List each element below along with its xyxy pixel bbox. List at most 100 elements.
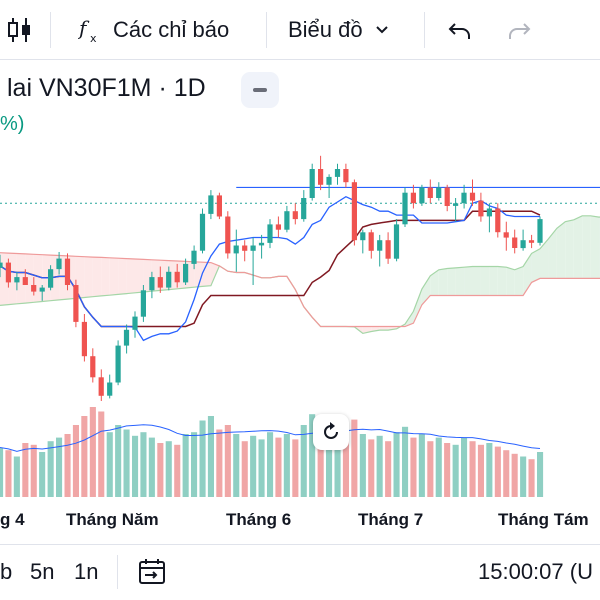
ichimoku-cloud [464,266,473,296]
ichimoku-cloud [540,238,549,279]
volume-bar [174,444,181,497]
range-5d-button[interactable]: 5n [30,559,55,584]
candle-body [14,277,20,283]
candle-body [31,285,37,292]
ichimoku-cloud [506,267,515,296]
time-axis[interactable]: g 4 Tháng Năm Tháng 6 Tháng 7 Tháng Tám [0,498,600,544]
candle-body [48,269,54,288]
bottom-toolbar: b 5n 1n 15:00:07 (U [0,544,600,600]
volume-bar [477,444,484,497]
chart-type-dropdown[interactable]: Biểu đồ [288,0,408,60]
ichimoku-cloud [497,266,507,296]
volume-bar [148,437,155,497]
candle-body [149,277,155,291]
candle-body [410,192,416,204]
volume-bar [250,435,257,497]
candle-body [166,271,172,288]
candle-body [0,262,3,268]
ichimoku-cloud [194,261,203,288]
candle-body [216,195,222,217]
candle-body [385,240,391,259]
volume-bar [115,425,122,497]
volume-bar [81,416,88,497]
volume-bar [520,456,527,497]
volume-bar [342,437,349,497]
volume-bar [486,443,493,497]
volume-bar [39,452,46,497]
ichimoku-cloud [33,254,43,303]
volume-bar [258,439,265,497]
undo-button[interactable] [446,0,478,60]
candle-body [64,258,71,285]
ichimoku-cloud [92,257,102,297]
redo-icon [509,23,531,39]
range-fragment-button[interactable]: b [0,559,13,584]
range-1y-button[interactable]: 1n [74,559,99,584]
candle-body [199,213,206,251]
chevron-down-icon [375,26,388,34]
candle-body [368,232,374,251]
volume-bar [89,407,96,497]
price-change: %) [0,113,25,135]
volume-bar [56,437,63,497]
ichimoku-cloud [531,248,540,283]
ichimoku-cloud [472,266,481,296]
collapse-legend-button[interactable] [241,72,279,108]
indicators-label: Các chỉ báo [113,17,230,42]
svg-text:f: f [78,16,90,40]
ichimoku-cloud [556,221,566,279]
volume-bar [300,425,307,497]
volume-bar [132,435,139,497]
x-tick-label: Tháng 7 [358,510,424,529]
candle-body [427,187,433,198]
indicators-button[interactable]: f x Các chỉ báo [78,0,248,60]
candle-body [503,232,509,238]
candle-body [478,200,484,217]
candle-body [469,192,476,201]
candle-body [157,277,163,288]
ichimoku-cloud [84,256,93,298]
symbol-title[interactable]: lai VN30F1M · 1D [7,74,206,102]
volume-bar [123,429,130,497]
volume-bar [385,441,392,497]
candle-body [377,240,383,251]
volume-bar [334,432,341,497]
toolbar-divider [50,12,51,48]
candle-body [73,285,79,322]
candle-body [301,198,307,220]
ichimoku-cloud [590,215,600,279]
volume-bar [494,446,501,497]
volume-bar [469,441,476,497]
leading-span-b-line [0,252,600,328]
candle-body [393,224,400,259]
price-chart[interactable] [0,140,600,498]
volume-bar [224,425,231,497]
undo-icon [448,23,470,39]
ichimoku-cloud [514,266,524,296]
candle-body [174,271,180,283]
volume-bar [511,453,518,497]
candle-body [453,203,459,206]
x-tick-label: Tháng 6 [226,510,292,529]
redo-button[interactable] [505,0,537,60]
ichimoku-cloud [413,288,422,324]
candle-body [284,211,290,230]
candlestick-type-button[interactable] [6,0,38,60]
volume-bar [199,420,206,497]
clock-time[interactable]: 15:00:07 (U [478,559,593,584]
candle-body [495,208,501,233]
volume-bar [452,444,459,497]
volume-bar [393,432,400,497]
candle-body [123,329,130,346]
volume-bar [165,441,172,497]
volume-bar [72,425,79,497]
go-to-date-icon[interactable] [137,557,167,587]
candle-body [115,345,121,383]
volume-bar [537,452,544,497]
candle-body [258,242,265,246]
ichimoku-cloud [480,266,490,296]
volume-bar [368,439,375,497]
volume-bar [98,411,105,497]
volume-bar [22,443,29,497]
reset-chart-button[interactable] [313,414,349,450]
